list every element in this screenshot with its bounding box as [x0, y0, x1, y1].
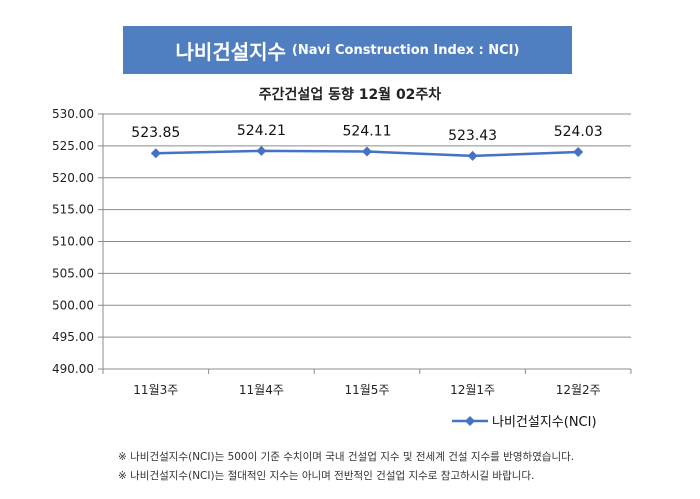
legend-marker: [465, 416, 475, 426]
footnote-2: ※ 나비건설지수(NCI)는 절대적인 지수는 아니며 전반적인 건설업 지수로…: [118, 470, 535, 482]
data-label: 524.03: [554, 124, 603, 140]
banner-subtitle: (Navi Construction Index : NCI): [291, 42, 520, 58]
legend-label: 나비건설지수(NCI): [492, 415, 597, 430]
footnotes: ※ 나비건설지수(NCI)는 500이 기준 수치이며 국내 건설업 지수 및 …: [118, 448, 574, 486]
banner-title: 나비건설지수: [175, 39, 286, 64]
y-tick-label: 510.00: [52, 235, 94, 249]
y-tick-label: 490.00: [52, 362, 94, 376]
data-point: [573, 147, 584, 158]
data-label: 524.11: [343, 124, 392, 140]
x-tick-label: 12월1주: [450, 383, 495, 397]
x-tick-label: 11월5주: [345, 383, 390, 397]
x-tick-label: 12월2주: [556, 383, 601, 397]
y-tick-label: 530.00: [52, 107, 94, 121]
y-tick-label: 520.00: [52, 171, 94, 185]
y-tick-label: 500.00: [52, 298, 94, 312]
data-label: 523.85: [131, 125, 180, 141]
chart-title: 주간건설업 동향 12월 02주차: [258, 87, 442, 103]
data-point: [256, 145, 267, 156]
data-label: 523.43: [448, 128, 497, 144]
y-tick-label: 505.00: [52, 266, 94, 280]
data-point: [150, 148, 161, 159]
footnote-1: ※ 나비건설지수(NCI)는 500이 기준 수치이며 국내 건설업 지수 및 …: [118, 451, 575, 463]
y-tick-label: 525.00: [52, 139, 94, 153]
data-point: [362, 146, 372, 157]
data-label: 524.21: [237, 123, 286, 139]
title-banner: 나비건설지수 (Navi Construction Index : NCI): [123, 26, 572, 74]
y-tick-label: 515.00: [52, 203, 94, 217]
data-point: [467, 150, 478, 161]
x-tick-label: 11월4주: [239, 383, 284, 397]
y-tick-label: 495.00: [52, 330, 94, 344]
x-tick-label: 11월3주: [133, 383, 178, 397]
